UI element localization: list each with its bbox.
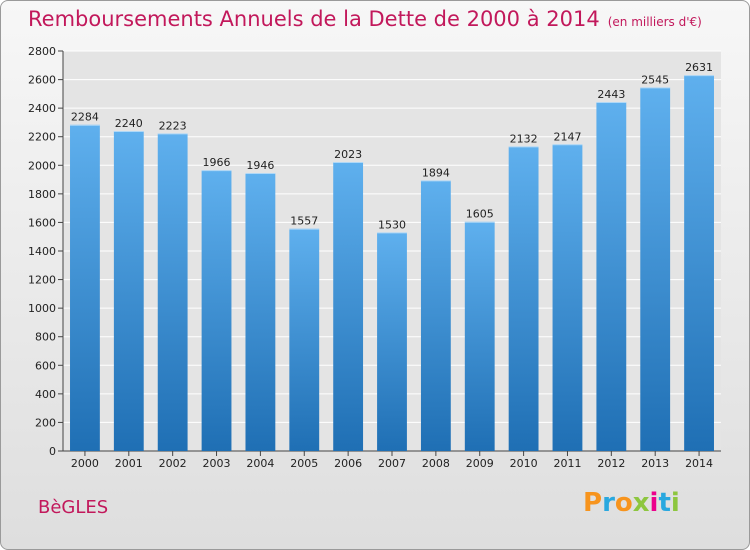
y-tick-label: 600 <box>35 359 56 372</box>
bar-2003 <box>201 170 232 451</box>
x-tick-label-2011: 2011 <box>553 457 581 470</box>
bar-2007 <box>377 232 407 451</box>
data-label-2009: 1605 <box>466 208 494 221</box>
bar-2006 <box>333 162 364 451</box>
logo-letter: x <box>632 488 650 518</box>
logo-letter: i <box>670 488 680 518</box>
logo-letter: i <box>649 488 659 518</box>
y-tick-label: 1000 <box>28 302 56 315</box>
data-label-2007: 1530 <box>378 218 406 231</box>
x-tick-label-2006: 2006 <box>334 457 362 470</box>
bar-2001 <box>113 131 144 451</box>
x-tick-label-2002: 2002 <box>159 457 187 470</box>
x-tick-label-2012: 2012 <box>597 457 625 470</box>
commune-name: BèGLES <box>38 497 109 518</box>
data-label-2011: 2147 <box>553 130 581 143</box>
bar-2009 <box>464 221 495 451</box>
data-label-2002: 2223 <box>159 119 187 132</box>
x-tick-label-2013: 2013 <box>641 457 669 470</box>
y-tick-label: 1800 <box>28 188 56 201</box>
y-tick-label: 0 <box>49 445 56 458</box>
logo-letter: r <box>602 488 615 518</box>
logo-letter: o <box>614 488 633 518</box>
data-label-2006: 2023 <box>334 148 362 161</box>
axes: 0 200 400 600 800 1000 1200 1400 1600 1800 2000 220… <box>28 45 721 470</box>
y-tick-label: 200 <box>35 416 56 429</box>
data-label-2010: 2132 <box>510 132 538 145</box>
x-tick-label-2008: 2008 <box>422 457 450 470</box>
bar-2014 <box>684 75 714 452</box>
x-tick-label-2009: 2009 <box>466 457 494 470</box>
x-tick-label-2003: 2003 <box>203 457 231 470</box>
data-label-2000: 2284 <box>71 111 99 124</box>
chart-title-text: Remboursements Annuels de la Dette de 20… <box>28 7 600 31</box>
x-tick-label-2004: 2004 <box>246 457 274 470</box>
data-label-2013: 2545 <box>641 73 669 86</box>
data-label-2001: 2240 <box>115 117 143 130</box>
data-label-2005: 1557 <box>290 215 318 228</box>
y-tick-label: 400 <box>35 388 56 401</box>
chart-title: Remboursements Annuels de la Dette de 20… <box>28 7 702 31</box>
x-tick-label-2010: 2010 <box>510 457 538 470</box>
bar-2004 <box>245 173 276 451</box>
bar-2012 <box>596 102 627 451</box>
x-tick-label-2000: 2000 <box>71 457 99 470</box>
y-tick-label: 2800 <box>28 45 56 58</box>
logo-letter: t <box>658 488 671 518</box>
bar-2000 <box>70 124 100 451</box>
data-label-2008: 1894 <box>422 166 450 179</box>
bar-2005 <box>289 228 320 451</box>
bars <box>70 75 714 452</box>
x-tick-label-2007: 2007 <box>378 457 406 470</box>
y-tick-label: 1600 <box>28 216 56 229</box>
bar-2008 <box>420 180 451 451</box>
chart-subtitle: (en milliers d'€) <box>607 15 702 29</box>
y-tick-label: 2200 <box>28 131 56 144</box>
data-labels: 2284 2240 2223 1966 1946 1557 2023 1530 1894 1605… <box>71 61 713 231</box>
bar-2002 <box>157 133 188 451</box>
x-tick-label-2001: 2001 <box>115 457 143 470</box>
proxiti-logo: Proxiti <box>583 488 680 518</box>
bar-2013 <box>640 87 671 451</box>
data-label-2012: 2443 <box>597 88 625 101</box>
logo-letter: P <box>583 488 603 518</box>
data-label-2004: 1946 <box>246 159 274 172</box>
x-tick-label-2014: 2014 <box>685 457 713 470</box>
y-tick-label: 1400 <box>28 245 56 258</box>
bar-2010 <box>508 146 539 451</box>
data-label-2014: 2631 <box>685 61 713 74</box>
bar-2011 <box>552 144 583 452</box>
y-tick-label: 2600 <box>28 74 56 87</box>
x-tick-label-2005: 2005 <box>290 457 318 470</box>
y-tick-label: 800 <box>35 331 56 344</box>
y-tick-label: 2000 <box>28 159 56 172</box>
data-label-2003: 1966 <box>203 156 231 169</box>
y-tick-label: 1200 <box>28 274 56 287</box>
y-tick-label: 2400 <box>28 102 56 115</box>
